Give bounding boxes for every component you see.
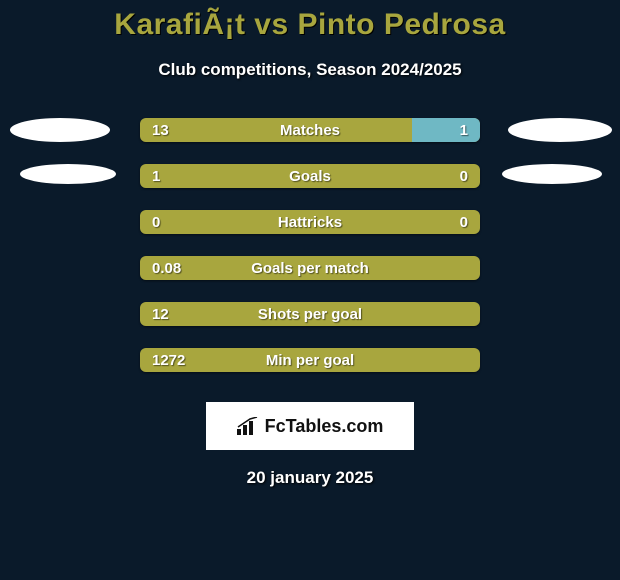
brand-text: FcTables.com bbox=[265, 416, 384, 437]
stat-bar: 12Shots per goal bbox=[140, 302, 480, 326]
brand-logo[interactable]: FcTables.com bbox=[206, 402, 414, 450]
date-label: 20 january 2025 bbox=[0, 468, 620, 488]
chart-icon bbox=[237, 417, 259, 435]
stat-right-value: 0 bbox=[460, 168, 468, 185]
stat-label: Hattricks bbox=[140, 214, 480, 231]
stat-bar: 0Hattricks0 bbox=[140, 210, 480, 234]
page-subtitle: Club competitions, Season 2024/2025 bbox=[0, 60, 620, 80]
stat-bar: 1Goals0 bbox=[140, 164, 480, 188]
player-left-marker bbox=[10, 118, 110, 142]
stat-label: Matches bbox=[140, 122, 480, 139]
brand-text-bold: Fc bbox=[265, 416, 286, 436]
stats-list: 13Matches11Goals00Hattricks00.08Goals pe… bbox=[0, 118, 620, 372]
stat-label: Goals bbox=[140, 168, 480, 185]
stat-row: 1Goals0 bbox=[0, 164, 620, 188]
comparison-card: KarafiÃ¡t vs Pinto Pedrosa Club competit… bbox=[0, 0, 620, 488]
stat-bar: 13Matches1 bbox=[140, 118, 480, 142]
brand-text-rest: Tables.com bbox=[286, 416, 384, 436]
stat-label: Shots per goal bbox=[140, 306, 480, 323]
stat-label: Min per goal bbox=[140, 352, 480, 369]
stat-bar: 0.08Goals per match bbox=[140, 256, 480, 280]
stat-right-value: 0 bbox=[460, 214, 468, 231]
page-title: KarafiÃ¡t vs Pinto Pedrosa bbox=[0, 8, 620, 42]
player-left-marker bbox=[20, 164, 116, 184]
stat-row: 13Matches1 bbox=[0, 118, 620, 142]
stat-row: 0Hattricks0 bbox=[0, 210, 620, 234]
stat-row: 0.08Goals per match bbox=[0, 256, 620, 280]
stat-row: 12Shots per goal bbox=[0, 302, 620, 326]
player-right-marker bbox=[502, 164, 602, 184]
stat-right-value: 1 bbox=[460, 122, 468, 139]
stat-label: Goals per match bbox=[140, 260, 480, 277]
stat-bar: 1272Min per goal bbox=[140, 348, 480, 372]
stat-row: 1272Min per goal bbox=[0, 348, 620, 372]
player-right-marker bbox=[508, 118, 612, 142]
